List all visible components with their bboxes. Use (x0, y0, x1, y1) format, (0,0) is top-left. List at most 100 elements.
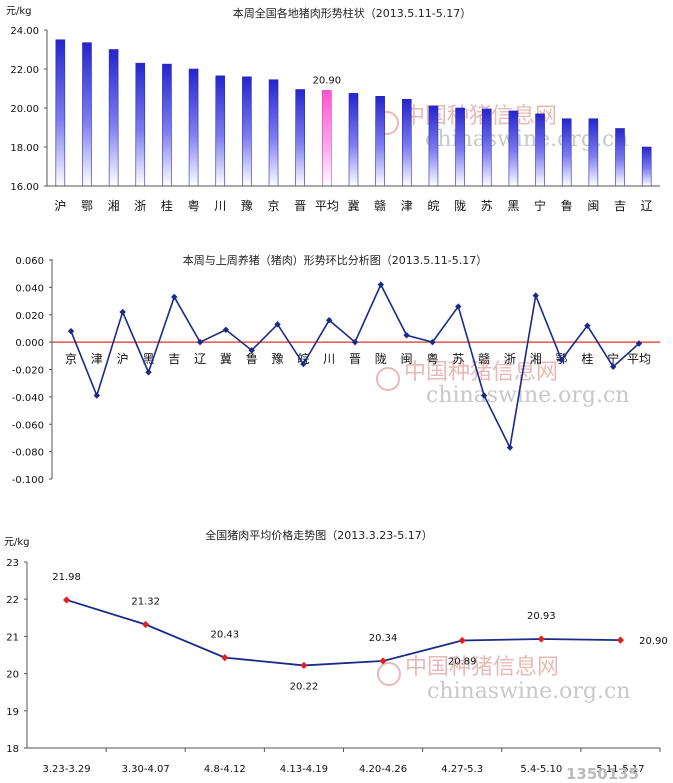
data-point (142, 620, 150, 629)
y-tick-label: 0.040 (15, 283, 44, 294)
x-tick-label: 湘 (108, 198, 120, 213)
x-tick-label: 4.20-4.26 (359, 764, 407, 775)
x-tick-label: 津 (401, 199, 413, 213)
series-line (66, 599, 621, 667)
bar-16 (455, 107, 465, 187)
x-tick-label: 京 (268, 199, 280, 213)
x-tick-label: 皖 (427, 199, 439, 213)
data-point (506, 444, 514, 451)
x-tick-label: 鲁 (561, 199, 573, 213)
x-tick-label: 闽 (401, 352, 413, 366)
bar-2 (82, 42, 92, 187)
y-axis-ticks: 18 19 20 21 22 23 (6, 558, 27, 755)
x-tick-label: 辽 (194, 352, 206, 366)
data-point (609, 363, 617, 370)
x-tick-label: 4.8-4.12 (204, 764, 246, 775)
x-tick-label: 粤 (188, 198, 200, 213)
bar-13 (375, 96, 385, 187)
data-point (532, 292, 539, 299)
x-tick-label: 赣 (374, 199, 386, 213)
x-tick-label: 晋 (349, 352, 361, 366)
data-point (537, 635, 545, 643)
x-tick-label: 豫 (272, 352, 284, 366)
bar-chart: 中国种猪 信息网 chinaswine.org.cn 本周全国各地猪肉形势柱状（… (6, 6, 660, 213)
x-tick-label: 5.11-5.17 (596, 764, 644, 775)
highlight-annotation: 20.90 (313, 75, 342, 86)
data-label: 20.43 (210, 630, 239, 641)
bar-8 (242, 76, 252, 187)
x-tick-label: 津 (91, 352, 103, 366)
bar-15 (428, 105, 439, 187)
x-tick-label: 宁 (534, 198, 546, 213)
data-point (377, 281, 385, 288)
y-tick-label: 20.00 (10, 104, 39, 115)
bar-18 (508, 110, 519, 187)
bar-6 (188, 68, 199, 187)
series-points (67, 281, 643, 451)
data-point (171, 293, 178, 301)
data-point (119, 308, 126, 316)
y-axis-label: 元/kg (4, 537, 30, 548)
x-tick-label: 川 (323, 352, 335, 366)
data-label: 20.90 (639, 636, 668, 647)
data-label: 20.89 (448, 656, 477, 667)
x-tick-label: 桂 (581, 351, 593, 366)
x-tick-label: 鄂 (81, 199, 93, 213)
x-tick-label: 4.13-4.19 (280, 764, 328, 775)
y-tick-label: 23 (6, 558, 19, 569)
x-tick-label: 豫 (241, 199, 253, 213)
watermark: 中国种猪 信息网 chinaswine.org.cn (377, 655, 630, 704)
change-line-chart: 中国种猪 信息网 chinaswine.org.cn 本周与上周养猪（猪肉）形势… (12, 253, 660, 486)
x-tick-label: 苏 (481, 199, 493, 213)
footer-logo: 1350135 (566, 765, 639, 783)
data-point (403, 332, 410, 339)
x-tick-label: 陇 (375, 351, 387, 366)
x-tick-label: 沪 (54, 199, 66, 213)
watermark-cn-b: 信息网 (493, 655, 559, 680)
y-tick-label: 0.000 (15, 338, 44, 349)
data-point (274, 321, 281, 328)
data-point (145, 369, 152, 376)
data-label: 21.98 (52, 572, 81, 583)
data-point (429, 338, 436, 346)
y-tick-label: 21 (6, 632, 19, 643)
chart-title: 本周与上周养猪（猪肉）形势环比分析图（2013.5.11-5.17） (183, 253, 487, 267)
bar-4 (135, 62, 146, 187)
watermark-en: chinaswine.org.cn (426, 383, 629, 408)
watermark-cn-b: 信息网 (491, 104, 557, 129)
x-tick-label: 闽 (587, 199, 599, 213)
y-tick-label: 16.00 (10, 182, 39, 193)
y-axis-ticks: 16.00 18.00 20.00 22.00 24.00 (10, 26, 47, 193)
x-tick-label: 3.30-4.07 (122, 764, 170, 775)
x-tick-label: 平均 (315, 199, 339, 213)
bar-14 (402, 98, 412, 187)
x-tick-label: 4.27-5.3 (441, 764, 483, 775)
x-tick-label: 皖 (297, 352, 309, 366)
x-tick-label: 川 (214, 199, 226, 213)
watermark: 中国种猪 信息网 chinaswine.org.cn (376, 360, 629, 408)
x-tick-label: 平均 (627, 352, 651, 366)
x-tick-label: 吉 (168, 352, 180, 366)
bar-22 (615, 128, 625, 187)
x-tick-label: 浙 (504, 352, 516, 366)
watermark-en: chinaswine.org.cn (427, 679, 630, 704)
x-tick-label: 湘 (530, 351, 542, 366)
data-point (67, 327, 75, 335)
y-tick-label: 24.00 (10, 26, 39, 37)
data-point (196, 338, 204, 346)
x-tick-label: 黑 (507, 199, 519, 213)
bar-20 (561, 118, 572, 187)
y-tick-label: -0.040 (12, 393, 44, 404)
x-tick-label: 冀 (220, 352, 232, 366)
y-tick-label: 18.00 (10, 143, 39, 154)
x-tick-label: 赣 (478, 352, 490, 366)
data-point (300, 661, 308, 670)
x-tick-label: 京 (65, 352, 77, 366)
bar-12 (348, 93, 359, 187)
chart-title: 全国猪肉平均价格走势图（2013.3.23-5.17） (205, 528, 432, 542)
bar-1 (55, 39, 66, 187)
chart-title: 本周全国各地猪肉形势柱状（2013.5.11-5.17） (233, 6, 471, 20)
data-point (300, 360, 307, 368)
y-tick-label: 18 (6, 744, 19, 755)
watermark-cn-b: 信息网 (492, 360, 558, 385)
